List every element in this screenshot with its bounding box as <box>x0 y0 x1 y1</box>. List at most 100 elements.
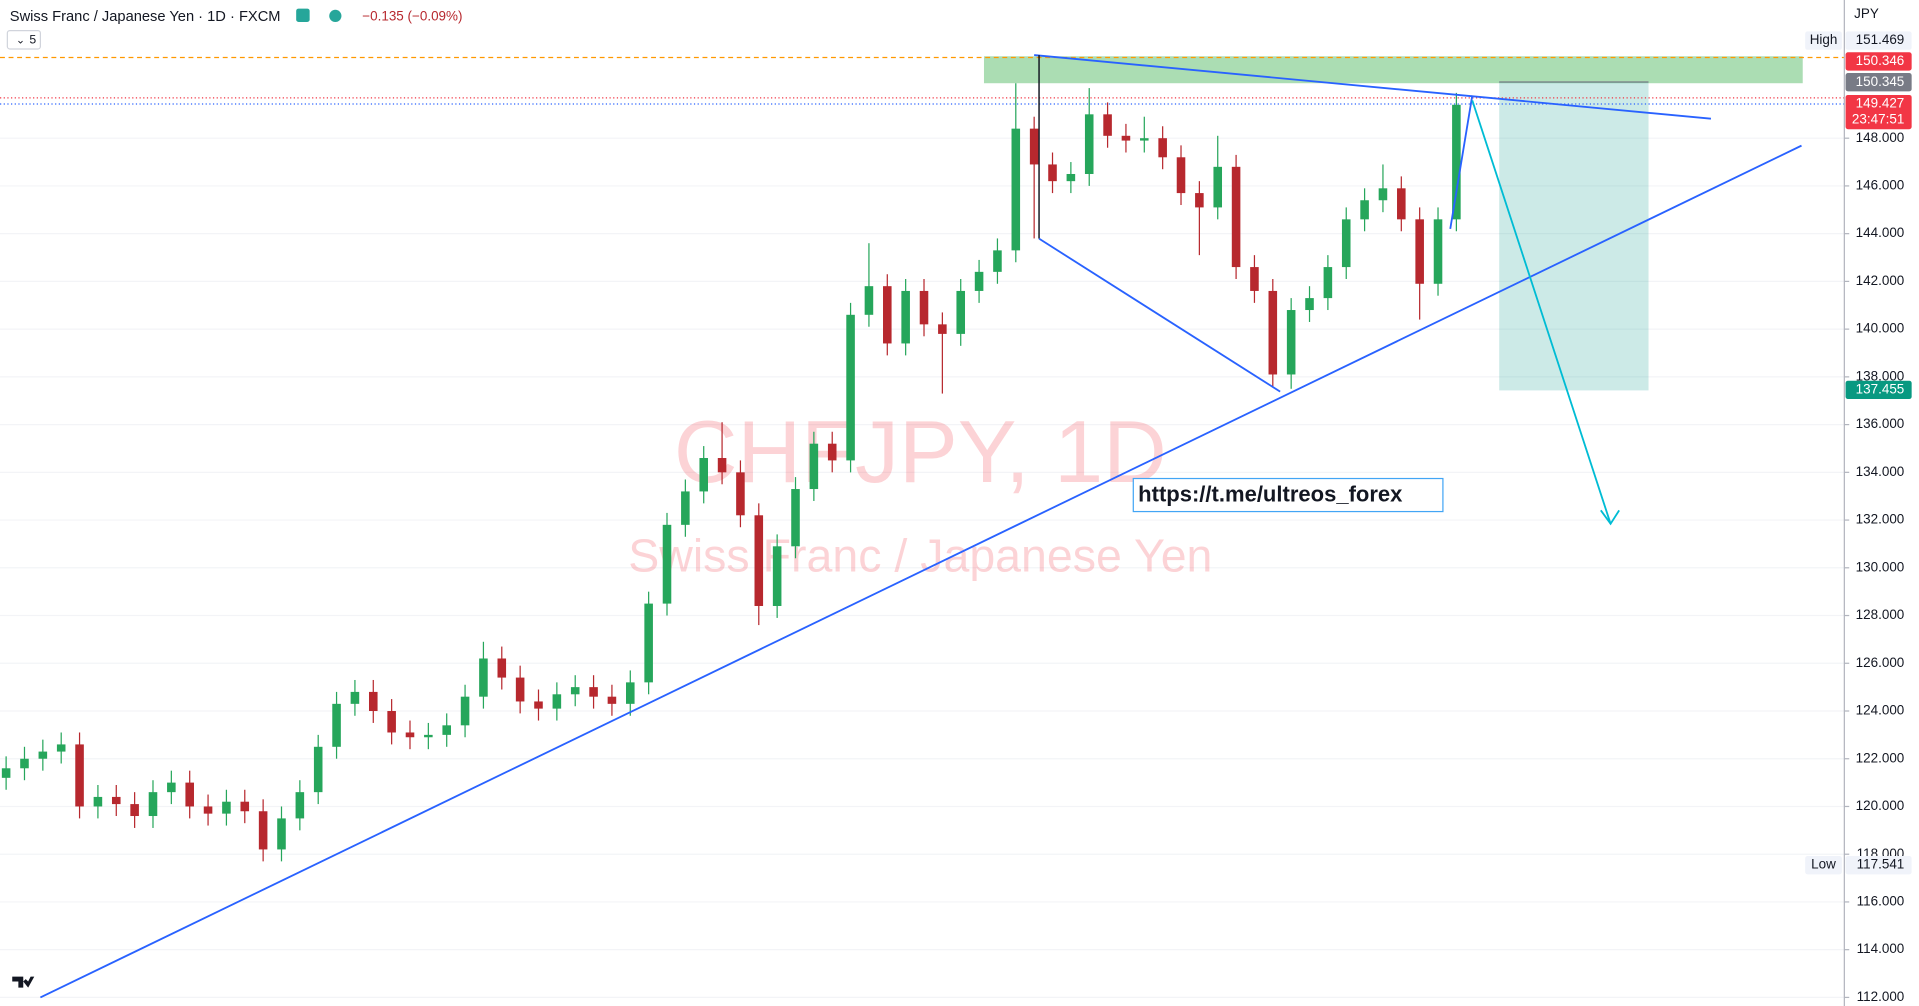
candle-body <box>993 250 1002 272</box>
candle-body <box>754 515 764 606</box>
y-tick-label: 116.000 <box>1857 894 1905 909</box>
candle-body <box>589 687 598 697</box>
link[interactable]: https://t.me/ultreos_forex <box>1138 481 1403 506</box>
candle-body <box>405 732 415 738</box>
price-label-title: High <box>1810 32 1838 47</box>
price-label-title-box <box>1805 31 1842 50</box>
candle-body <box>1140 138 1149 141</box>
candle-body <box>1360 200 1369 220</box>
candle-body <box>1011 128 1021 251</box>
price-label-box <box>1845 31 1912 50</box>
flag-icon[interactable] <box>296 8 310 23</box>
candle-body <box>699 458 708 492</box>
y-tick-label: 128.000 <box>1856 607 1905 622</box>
y-tick-label: 138.000 <box>1856 368 1905 383</box>
currency[interactable]: JPY <box>1854 6 1879 21</box>
candle-body <box>111 796 121 805</box>
price-label: 150.346 <box>1856 53 1905 68</box>
candle-body <box>368 691 378 712</box>
price-change: −0.135 (−0.09%) <box>362 9 462 24</box>
candle-body <box>1158 138 1167 158</box>
y-tick-label: 148.000 <box>1856 130 1905 145</box>
y-tick-label: 130.000 <box>1856 559 1905 574</box>
candle-body <box>644 603 653 683</box>
candle-body <box>258 811 268 850</box>
price-label-box <box>1845 380 1912 400</box>
candle-body <box>1066 173 1076 182</box>
price-label-title: Low <box>1811 857 1836 872</box>
candle-body <box>148 792 158 817</box>
price-labels: 151.469 High 150.346 150.345 149.42723:47:51… <box>1805 31 1912 875</box>
candle-body <box>1452 104 1461 220</box>
candle-body <box>570 687 580 695</box>
candle-body <box>1415 219 1424 284</box>
candle-body <box>497 658 507 678</box>
candle-body <box>846 314 855 461</box>
candle-body <box>222 801 231 814</box>
candle-body <box>1305 298 1314 311</box>
y-tick-label: 144.000 <box>1856 225 1905 240</box>
candle-body <box>56 744 66 752</box>
trend-line <box>1449 95 1474 230</box>
candle-body <box>534 701 543 709</box>
y-tick-label: 140.000 <box>1856 321 1905 336</box>
candle-body <box>901 290 910 344</box>
y-tick-label: 142.000 <box>1856 273 1905 288</box>
candle-body <box>442 725 451 735</box>
axis-labels: 112.000114.000116.000118.000120.000122.0… <box>1844 130 1904 1004</box>
y-tick-label: 122.000 <box>1856 750 1905 765</box>
candle-body <box>203 806 213 814</box>
resistance-zone <box>983 56 1803 84</box>
candle-body <box>1084 114 1094 174</box>
candle-body <box>20 758 29 769</box>
candle-body <box>626 682 635 704</box>
candle-body <box>1250 267 1259 291</box>
price-label-box <box>1845 855 1912 875</box>
y-tick-label: 146.000 <box>1856 177 1905 192</box>
candles <box>1 83 1461 862</box>
candle-body <box>424 734 433 738</box>
target-zone <box>1499 81 1649 391</box>
candle-body <box>240 801 250 812</box>
price-label: 137.455 <box>1856 381 1905 396</box>
candle-body <box>479 658 488 697</box>
watermark-name: Swiss Franc / Japanese Yen <box>628 530 1212 582</box>
candle-body <box>1 768 11 778</box>
link-box[interactable] <box>1132 477 1444 513</box>
candle-body <box>607 696 617 704</box>
candle-body <box>75 744 84 807</box>
candle-body <box>277 818 286 850</box>
candle-body <box>552 694 562 709</box>
indicator-box[interactable] <box>6 29 42 50</box>
candle-body <box>938 324 947 334</box>
candle-body <box>1341 219 1351 268</box>
candle-body <box>827 443 837 461</box>
candle-body <box>1323 267 1333 299</box>
candle-body <box>791 489 800 547</box>
y-tick-label: 124.000 <box>1856 703 1905 718</box>
candle-body <box>130 804 139 817</box>
y-tick-label: 134.000 <box>1856 464 1905 479</box>
y-tick-label: 132.000 <box>1856 512 1905 527</box>
candle-body <box>1286 310 1296 375</box>
watermark-ticker: CHFJPY, 1D <box>674 402 1167 501</box>
candle-body <box>681 491 690 525</box>
candle-body <box>864 286 874 315</box>
countdown: 23:47:51 <box>1852 112 1904 127</box>
candle-body <box>332 703 341 747</box>
candle-body <box>1103 114 1112 136</box>
candle-body <box>717 458 727 473</box>
candle-body <box>1433 219 1443 284</box>
y-tick-label: 112.000 <box>1857 989 1905 1004</box>
candle-body <box>1121 135 1131 141</box>
candle-body <box>460 696 470 726</box>
candle-body <box>38 751 48 759</box>
candle-body <box>93 796 103 807</box>
price-label-box <box>1845 73 1912 92</box>
price-axis <box>1844 0 1919 1006</box>
y-tick-label: 120.000 <box>1856 798 1905 813</box>
candle-body <box>313 746 323 793</box>
candle-body <box>1397 188 1406 220</box>
logo <box>12 976 35 988</box>
candle-body <box>1176 157 1186 194</box>
